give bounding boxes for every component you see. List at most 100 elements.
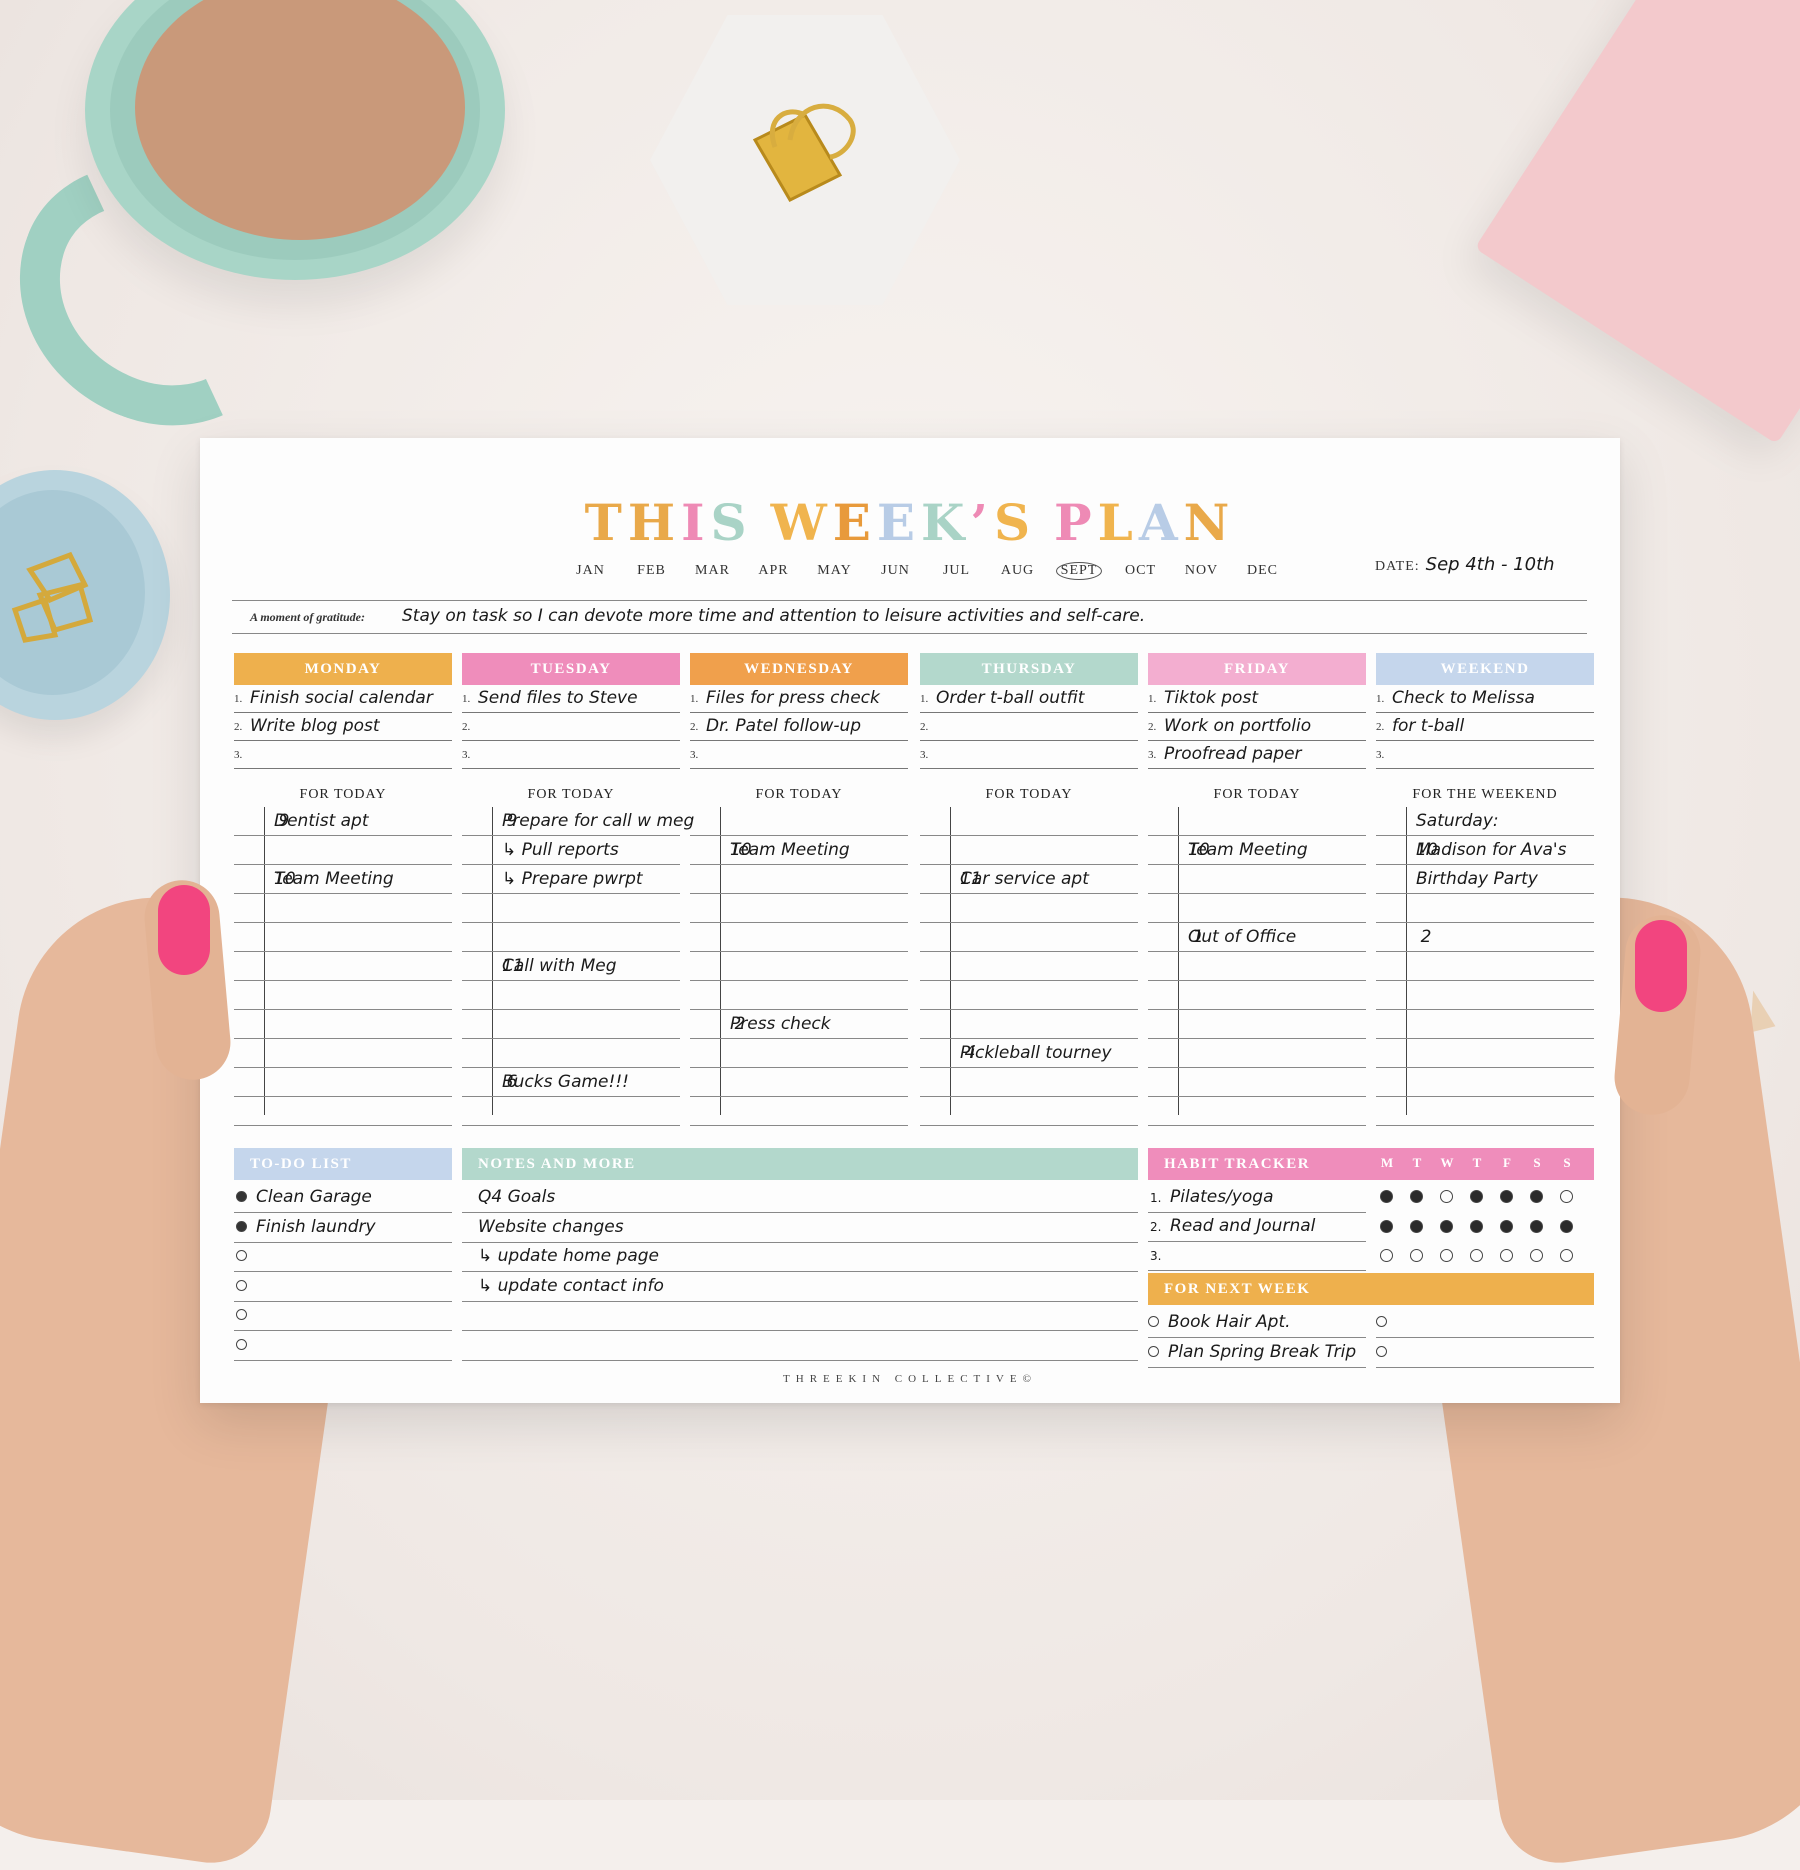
habit-check-icon[interactable] bbox=[1440, 1219, 1453, 1233]
schedule-row[interactable]: 9 Dentist apt bbox=[234, 807, 452, 836]
schedule-row[interactable] bbox=[920, 981, 1138, 1010]
priority-row[interactable]: 1. Tiktok post bbox=[1148, 685, 1366, 713]
habit-check-icon[interactable] bbox=[1380, 1249, 1393, 1262]
habit-check-icon[interactable] bbox=[1380, 1190, 1393, 1203]
schedule-row[interactable] bbox=[920, 952, 1138, 981]
month-dec[interactable]: DEC bbox=[1247, 563, 1278, 578]
habit-check-icon[interactable] bbox=[1500, 1249, 1513, 1262]
habit-check-icon[interactable] bbox=[1440, 1190, 1453, 1203]
schedule-row[interactable]: 10 Team Meeting bbox=[690, 836, 908, 865]
priority-row[interactable]: 3. bbox=[1376, 741, 1594, 769]
priority-row[interactable]: 2. bbox=[920, 713, 1138, 741]
habit-check-icon[interactable] bbox=[1410, 1249, 1423, 1262]
todo-item[interactable]: Clean Garage bbox=[234, 1183, 452, 1213]
priority-row[interactable]: 2. Dr. Patel follow-up bbox=[690, 713, 908, 741]
schedule-row[interactable] bbox=[1376, 1097, 1594, 1126]
schedule-row[interactable] bbox=[234, 1039, 452, 1068]
todo-item[interactable] bbox=[234, 1331, 452, 1361]
schedule-row[interactable] bbox=[462, 1039, 680, 1068]
schedule-row[interactable] bbox=[1376, 952, 1594, 981]
checkbox-icon[interactable] bbox=[236, 1220, 247, 1232]
notes-line[interactable]: Website changes bbox=[462, 1213, 1138, 1243]
notes-line[interactable]: ↳ update contact info bbox=[462, 1272, 1138, 1302]
schedule-row[interactable] bbox=[462, 1010, 680, 1039]
priority-row[interactable]: 1. Files for press check bbox=[690, 685, 908, 713]
checkbox-icon[interactable] bbox=[236, 1309, 247, 1320]
priority-row[interactable]: 2. for t-ball bbox=[1376, 713, 1594, 741]
schedule-row[interactable]: Birthday Party bbox=[1376, 865, 1594, 894]
todo-item[interactable] bbox=[234, 1301, 452, 1331]
habit-check-icon[interactable] bbox=[1410, 1190, 1423, 1203]
schedule-row[interactable] bbox=[234, 981, 452, 1010]
priority-row[interactable]: 1. Order t-ball outfit bbox=[920, 685, 1138, 713]
checkbox-icon[interactable] bbox=[236, 1338, 247, 1350]
schedule-row[interactable] bbox=[462, 923, 680, 952]
schedule-row[interactable] bbox=[690, 865, 908, 894]
habit-check-icon[interactable] bbox=[1440, 1249, 1453, 1262]
priority-row[interactable]: 2. Work on portfolio bbox=[1148, 713, 1366, 741]
habit-check-icon[interactable] bbox=[1470, 1249, 1483, 1262]
schedule-row[interactable] bbox=[234, 836, 452, 865]
schedule-row[interactable] bbox=[690, 1068, 908, 1097]
next-week-item[interactable] bbox=[1376, 1338, 1594, 1368]
priority-row[interactable]: 1. Send files to Steve bbox=[462, 685, 680, 713]
priority-row[interactable]: 1. Finish social calendar bbox=[234, 685, 452, 713]
habit-check-icon[interactable] bbox=[1470, 1219, 1483, 1233]
priority-row[interactable]: 3. bbox=[690, 741, 908, 769]
month-mar[interactable]: MAR bbox=[695, 563, 730, 578]
schedule-row[interactable] bbox=[1376, 981, 1594, 1010]
next-week-item[interactable]: Plan Spring Break Trip bbox=[1148, 1338, 1366, 1368]
checkbox-icon[interactable] bbox=[236, 1191, 247, 1202]
schedule-row[interactable]: 10 Team Meeting bbox=[1148, 836, 1366, 865]
notes-line[interactable] bbox=[462, 1301, 1138, 1331]
schedule-row[interactable] bbox=[1376, 894, 1594, 923]
schedule-row[interactable] bbox=[462, 894, 680, 923]
priority-row[interactable]: 1. Check to Melissa bbox=[1376, 685, 1594, 713]
habit-row[interactable]: 1. Pilates/yoga bbox=[1148, 1183, 1366, 1213]
schedule-row[interactable] bbox=[1148, 865, 1366, 894]
month-may[interactable]: MAY bbox=[817, 563, 852, 578]
next-week-item[interactable]: Book Hair Apt. bbox=[1148, 1308, 1366, 1338]
schedule-row[interactable] bbox=[1376, 1039, 1594, 1068]
month-feb[interactable]: FEB bbox=[637, 563, 666, 578]
schedule-row[interactable]: 10 Madison for Ava's bbox=[1376, 836, 1594, 865]
month-sept[interactable]: SEPT bbox=[1056, 562, 1102, 580]
schedule-row[interactable] bbox=[1148, 1039, 1366, 1068]
schedule-row[interactable] bbox=[690, 1039, 908, 1068]
habit-row[interactable]: 2. Read and Journal bbox=[1148, 1212, 1366, 1242]
todo-item[interactable] bbox=[234, 1242, 452, 1272]
checkbox-icon[interactable] bbox=[236, 1279, 247, 1291]
priority-row[interactable]: 3. bbox=[234, 741, 452, 769]
month-oct[interactable]: OCT bbox=[1125, 563, 1156, 578]
next-week-item[interactable] bbox=[1376, 1308, 1594, 1338]
schedule-row[interactable] bbox=[234, 1010, 452, 1039]
schedule-row[interactable] bbox=[920, 923, 1138, 952]
schedule-row[interactable] bbox=[920, 1010, 1138, 1039]
schedule-row[interactable]: 4 Pickleball tourney bbox=[920, 1039, 1138, 1068]
habit-check-icon[interactable] bbox=[1530, 1249, 1543, 1262]
notes-line[interactable]: Q4 Goals bbox=[462, 1183, 1138, 1213]
month-jan[interactable]: JAN bbox=[576, 563, 605, 578]
schedule-row[interactable] bbox=[234, 1068, 452, 1097]
schedule-row[interactable] bbox=[1148, 894, 1366, 923]
habit-check-icon[interactable] bbox=[1470, 1190, 1483, 1203]
schedule-row[interactable] bbox=[1148, 1068, 1366, 1097]
checkbox-icon[interactable] bbox=[1376, 1346, 1387, 1357]
schedule-row[interactable]: ↳ Prepare pwrpt bbox=[462, 865, 680, 894]
notes-line[interactable]: ↳ update home page bbox=[462, 1242, 1138, 1272]
priority-row[interactable]: 2. bbox=[462, 713, 680, 741]
todo-item[interactable] bbox=[234, 1272, 452, 1302]
month-jul[interactable]: JUL bbox=[942, 563, 971, 578]
schedule-row[interactable]: 11 Car service apt bbox=[920, 865, 1138, 894]
habit-check-icon[interactable] bbox=[1410, 1219, 1423, 1233]
notes-line[interactable] bbox=[462, 1331, 1138, 1361]
priority-row[interactable]: 3. Proofread paper bbox=[1148, 741, 1366, 769]
schedule-row[interactable] bbox=[1148, 1010, 1366, 1039]
schedule-row[interactable] bbox=[1148, 952, 1366, 981]
checkbox-icon[interactable] bbox=[1148, 1346, 1159, 1357]
schedule-row[interactable]: 2 Press check bbox=[690, 1010, 908, 1039]
habit-check-icon[interactable] bbox=[1530, 1190, 1543, 1203]
schedule-row[interactable]: Saturday: bbox=[1376, 807, 1594, 836]
schedule-row[interactable] bbox=[920, 1097, 1138, 1126]
schedule-row[interactable]: 1 Out of Office bbox=[1148, 923, 1366, 952]
